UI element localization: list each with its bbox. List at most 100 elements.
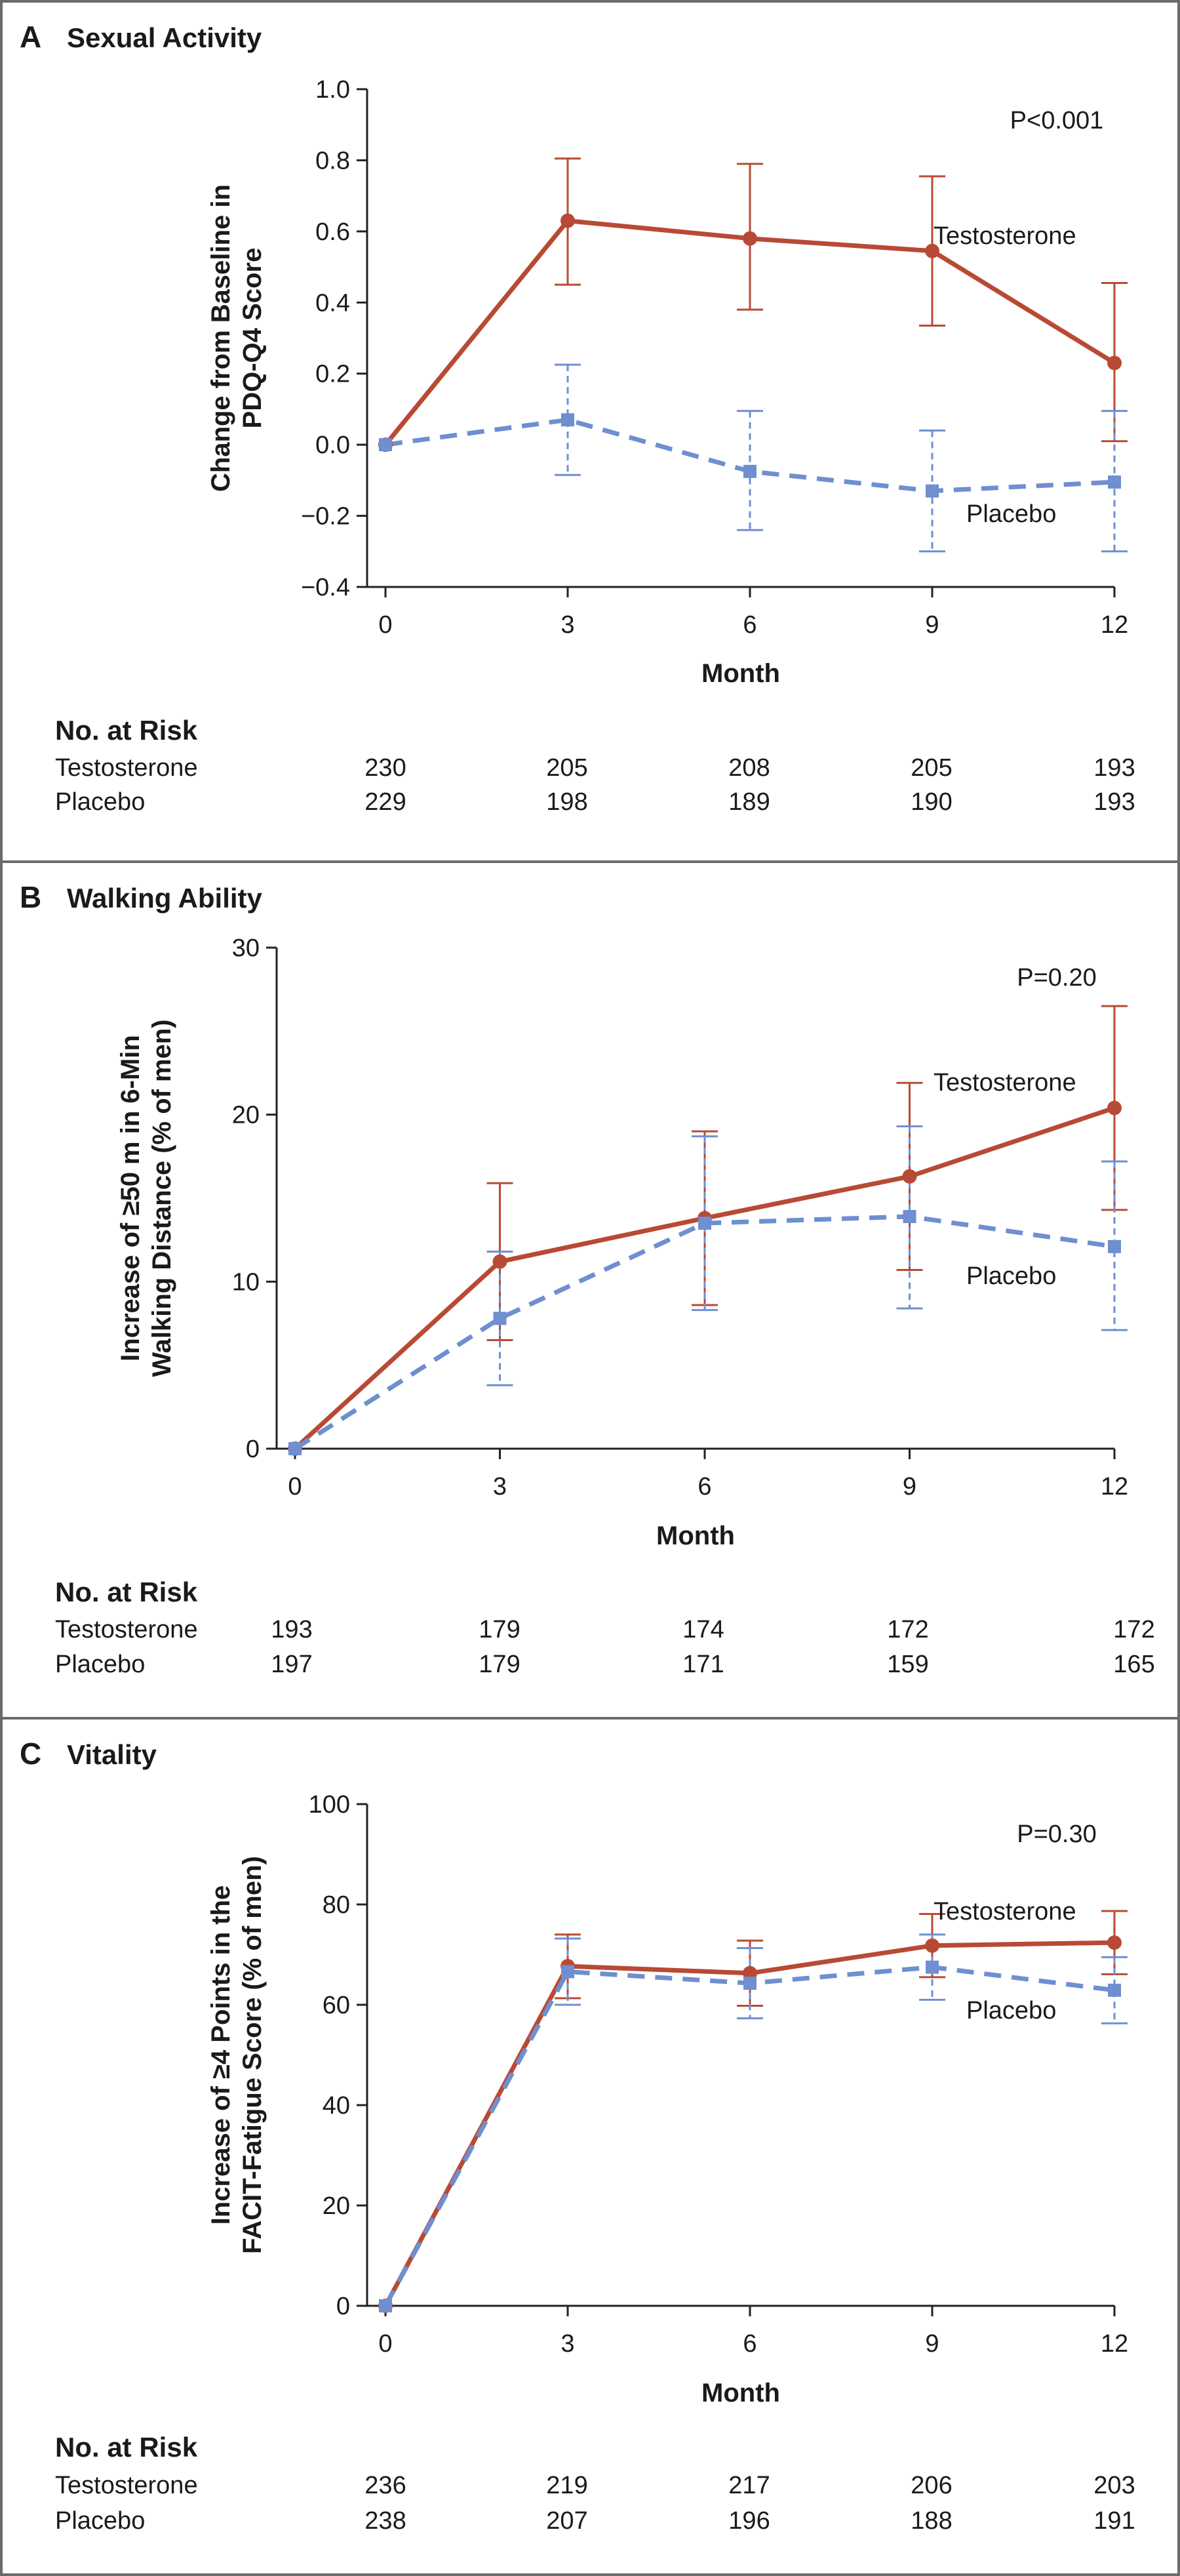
y-axis-title-line: FACIT-Fatigue Score (% of men) bbox=[238, 1856, 267, 2254]
panel-title: Walking Ability bbox=[67, 883, 263, 914]
risk-count: 208 bbox=[728, 754, 770, 782]
y-tick-label: 100 bbox=[309, 1791, 350, 1819]
risk-row-name: Testosterone bbox=[55, 2472, 198, 2499]
testosterone-point bbox=[925, 243, 939, 258]
x-tick-label: 9 bbox=[925, 611, 939, 639]
y-tick-label: 0.8 bbox=[315, 147, 350, 174]
y-tick-label: −0.2 bbox=[301, 503, 350, 531]
risk-count: 179 bbox=[479, 1651, 520, 1678]
y-tick-label: 80 bbox=[323, 1891, 350, 1919]
placebo-point bbox=[698, 1217, 711, 1230]
x-tick-label: 12 bbox=[1101, 1473, 1128, 1500]
risk-count: 193 bbox=[271, 1616, 312, 1643]
x-tick-label: 3 bbox=[560, 611, 574, 639]
risk-count: 165 bbox=[1113, 1651, 1154, 1678]
y-axis-title-line: Walking Distance (% of men) bbox=[148, 1019, 176, 1377]
placebo-point bbox=[379, 2299, 392, 2312]
x-tick-label: 0 bbox=[378, 2330, 392, 2358]
y-axis-title-line: PDQ-Q4 Score bbox=[238, 248, 267, 429]
p-value: P<0.001 bbox=[1010, 107, 1104, 134]
risk-count: 190 bbox=[911, 788, 952, 816]
x-tick-label: 0 bbox=[288, 1473, 302, 1500]
x-axis-title: Month bbox=[701, 659, 780, 688]
testosterone-point bbox=[1107, 355, 1122, 371]
y-tick-label: 10 bbox=[232, 1268, 260, 1296]
placebo-point bbox=[743, 464, 757, 478]
risk-count: 172 bbox=[1113, 1616, 1154, 1643]
x-tick-label: 3 bbox=[560, 2330, 574, 2358]
y-tick-label: 20 bbox=[323, 2192, 350, 2220]
testosterone-series-label: Testosterone bbox=[934, 1898, 1076, 1925]
risk-row-name: Placebo bbox=[55, 1651, 145, 1678]
testosterone-point bbox=[902, 1169, 917, 1184]
y-tick-label: 0 bbox=[336, 2293, 350, 2320]
testosterone-series-label: Testosterone bbox=[934, 1069, 1076, 1097]
risk-count: 198 bbox=[546, 788, 587, 816]
y-axis-title-line: Increase of ≥4 Points in the bbox=[206, 1885, 235, 2225]
testosterone-point bbox=[925, 1938, 939, 1953]
placebo-point bbox=[288, 1442, 302, 1455]
x-tick-label: 6 bbox=[743, 611, 757, 639]
y-axis-title: Increase of ≥50 m in 6-Min Walking Distan… bbox=[116, 1019, 176, 1377]
x-tick-label: 6 bbox=[698, 1473, 711, 1500]
placebo-point bbox=[1108, 475, 1121, 489]
vitality-chart: C Vitality 0 20 40 60 80 100 0 3 6 9 12 Month Increase… bbox=[20, 1737, 1135, 2535]
p-value: P=0.20 bbox=[1017, 964, 1097, 992]
walking-ability-chart: B Walking Ability 0 10 20 30 0 3 6 9 12 Month Increa… bbox=[20, 880, 1155, 1678]
risk-table-header: No. at Risk bbox=[55, 2432, 198, 2463]
risk-count: 171 bbox=[682, 1651, 724, 1678]
panel-b-frame bbox=[0, 860, 1180, 1720]
placebo-point bbox=[1108, 1239, 1121, 1253]
risk-count: 193 bbox=[1093, 788, 1135, 816]
y-axis-title: Increase of ≥4 Points in the FACIT-Fatigu… bbox=[206, 1856, 267, 2254]
risk-row-name: Testosterone bbox=[55, 754, 198, 782]
y-tick-label: 30 bbox=[232, 935, 260, 962]
y-tick-label: 0.6 bbox=[315, 218, 350, 246]
panel-label: A bbox=[20, 20, 41, 54]
sexual-activity-chart: A Sexual Activity −0.4 −0.2 0.0 0.2 0.4 0.6 0.8 1… bbox=[20, 20, 1135, 816]
y-tick-label: 0.2 bbox=[315, 361, 350, 388]
placebo-point bbox=[903, 1210, 916, 1224]
risk-count: 206 bbox=[911, 2472, 952, 2499]
p-value: P=0.30 bbox=[1017, 1821, 1097, 1848]
placebo-series-label: Placebo bbox=[966, 1262, 1056, 1290]
risk-count: 230 bbox=[364, 754, 406, 782]
risk-count: 207 bbox=[546, 2507, 587, 2535]
y-tick-label: 40 bbox=[323, 2092, 350, 2120]
testosterone-point bbox=[560, 213, 575, 228]
x-tick-label: 9 bbox=[903, 1473, 916, 1500]
y-tick-label: 1.0 bbox=[315, 76, 350, 104]
placebo-point bbox=[561, 1965, 574, 1979]
y-tick-label: 0 bbox=[246, 1436, 260, 1463]
x-tick-label: 6 bbox=[743, 2330, 757, 2358]
panel-title: Vitality bbox=[67, 1739, 157, 1770]
x-tick-label: 9 bbox=[925, 2330, 939, 2358]
placebo-point bbox=[379, 438, 392, 452]
risk-count: 196 bbox=[728, 2507, 770, 2535]
panel-c-frame bbox=[0, 1717, 1180, 2576]
risk-count: 219 bbox=[546, 2472, 587, 2499]
panel-title: Sexual Activity bbox=[67, 22, 262, 53]
risk-count: 236 bbox=[364, 2472, 406, 2499]
risk-count: 189 bbox=[728, 788, 770, 816]
panel-label: C bbox=[20, 1737, 41, 1771]
risk-count: 193 bbox=[1093, 754, 1135, 782]
panel-label: B bbox=[20, 880, 41, 914]
risk-count: 205 bbox=[546, 754, 587, 782]
x-tick-label: 0 bbox=[378, 611, 392, 639]
placebo-series-label: Placebo bbox=[966, 500, 1056, 528]
testosterone-point bbox=[1107, 1935, 1122, 1950]
risk-count: 188 bbox=[911, 2507, 952, 2535]
testosterone-point bbox=[492, 1254, 507, 1269]
x-tick-label: 12 bbox=[1101, 611, 1128, 639]
x-axis-title: Month bbox=[701, 2379, 780, 2407]
risk-row-name: Placebo bbox=[55, 2507, 145, 2535]
x-tick-label: 3 bbox=[493, 1473, 507, 1500]
testosterone-point bbox=[743, 231, 757, 246]
risk-count: 191 bbox=[1093, 2507, 1135, 2535]
risk-count: 179 bbox=[479, 1616, 520, 1643]
y-axis-title-line: Change from Baseline in bbox=[206, 184, 235, 492]
risk-count: 238 bbox=[364, 2507, 406, 2535]
testosterone-point bbox=[1107, 1100, 1122, 1116]
